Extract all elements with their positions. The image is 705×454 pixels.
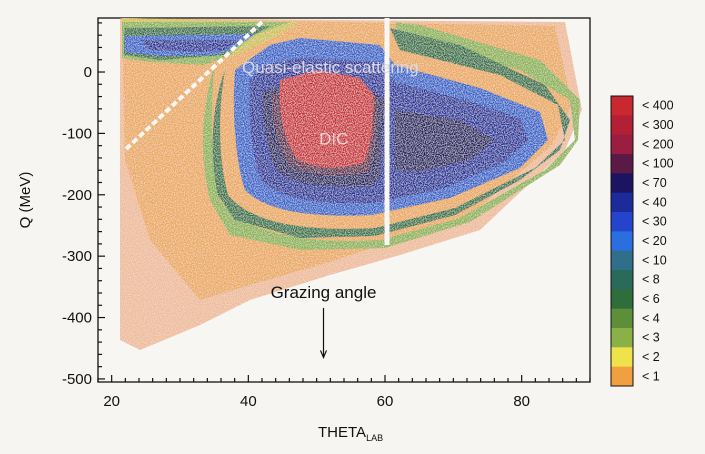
colorbar-label: < 70: [642, 176, 667, 190]
colorbar-label: < 30: [642, 215, 667, 229]
colorbar-label: < 6: [642, 292, 660, 306]
colorbar-swatch: [611, 366, 633, 387]
colorbar-swatch: [611, 250, 633, 271]
x-axis-title: THETALAB: [318, 424, 383, 443]
x-tick-label: 40: [240, 393, 257, 410]
detector-gap-diagonal: [123, 20, 264, 152]
colorbar-label: < 10: [642, 253, 667, 267]
y-tick-label: -500: [62, 371, 92, 388]
colorbar-swatch: [611, 289, 633, 310]
colorbar-label: < 40: [642, 195, 667, 209]
colorbar-swatch: [611, 115, 633, 136]
colorbar-label: < 300: [642, 118, 674, 132]
y-tick-label: -300: [62, 248, 92, 265]
colorbar-swatch: [611, 154, 633, 174]
colorbar-label: < 200: [642, 137, 674, 151]
annotation-label: Quasi-elastic scattering: [242, 58, 419, 77]
y-tick-label: 0: [84, 64, 92, 81]
density-band-10: [279, 70, 374, 168]
colorbar-label: < 8: [642, 273, 660, 287]
heatmap-density: [120, 18, 582, 350]
annotations: Quasi-elastic scattering DIC Grazing angle: [242, 58, 419, 359]
colorbar-label: < 100: [642, 157, 674, 171]
colorbar-swatch: [611, 328, 633, 348]
x-tick-label: 80: [513, 393, 530, 410]
colorbar-swatch: [611, 96, 633, 116]
y-tick-label: -100: [62, 125, 92, 142]
colorbar-legend: < 400 < 300 < 200 < 100 < 70 < 40 < 30 < 20 < 10…: [610, 95, 674, 387]
y-tick-label: -200: [62, 187, 92, 204]
y-tick-label: -400: [62, 310, 92, 327]
colorbar-frame: [610, 95, 634, 387]
colorbar-label: < 3: [642, 331, 660, 345]
y-axis: 0 -100 -200 -300 -400 -500: [62, 22, 105, 388]
colorbar-label: < 20: [642, 234, 667, 248]
x-tick-label: 60: [377, 393, 394, 410]
colorbar-label: < 1: [642, 369, 660, 383]
colorbar-label: < 4: [642, 311, 660, 325]
colorbar-swatch: [611, 270, 633, 290]
y-axis-title: Q (MeV): [17, 172, 34, 229]
colorbar-label: < 400: [642, 99, 674, 113]
colorbar-swatch: [611, 134, 633, 155]
annotation-label: Grazing angle: [271, 283, 377, 302]
arrow-head: [319, 350, 328, 359]
colorbar-swatch: [611, 192, 633, 213]
x-tick-label: 20: [103, 393, 120, 410]
colorbar-swatch: [611, 173, 633, 194]
annotation-label: DIC: [319, 129, 348, 148]
x-axis: 20 40 60 80: [97, 375, 591, 410]
colorbar-swatch: [611, 347, 633, 368]
colorbar-swatch: [611, 231, 633, 252]
colorbar-label: < 2: [642, 350, 660, 364]
colorbar-swatch: [611, 308, 633, 329]
colorbar-swatch: [611, 212, 633, 232]
